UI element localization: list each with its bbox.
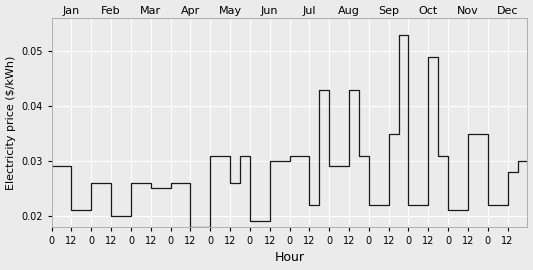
X-axis label: Hour: Hour	[274, 251, 304, 264]
Y-axis label: Electricity price ($/kWh): Electricity price ($/kWh)	[5, 55, 15, 190]
